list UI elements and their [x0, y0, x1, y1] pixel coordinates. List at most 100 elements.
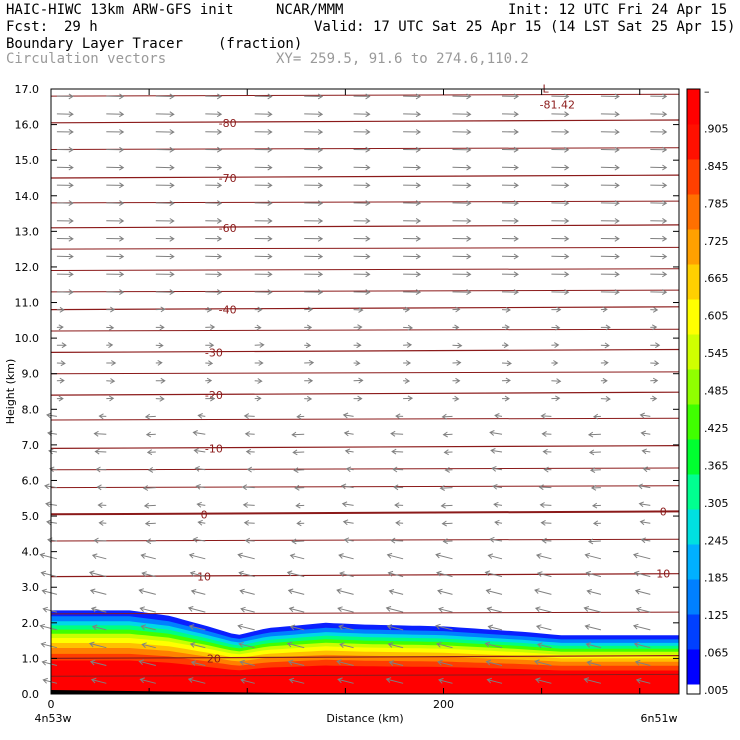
circulation-vector: [391, 448, 404, 455]
plot-frame: [50, 88, 680, 695]
colorbar-label: .665: [704, 272, 729, 285]
circulation-vector: [106, 111, 125, 118]
isotherm-label-8: 10: [197, 571, 211, 584]
colorbar-cell: [687, 369, 700, 405]
circulation-vector: [650, 128, 668, 135]
circulation-vector: [205, 164, 223, 171]
circulation-vector: [304, 289, 324, 296]
y-tick-label: 15.0: [15, 154, 40, 167]
circulation-vector: [638, 501, 651, 508]
circulation-vector: [243, 519, 255, 526]
circulation-vector: [501, 217, 519, 224]
circulation-vector: [193, 448, 206, 454]
circulation-vector: [56, 235, 74, 242]
circulation-vector: [144, 413, 156, 420]
circulation-vector: [452, 218, 472, 224]
circulation-vector: [304, 129, 324, 135]
circulation-vector: [340, 483, 354, 490]
circulation-vector: [205, 146, 223, 153]
circulation-vector: [501, 146, 519, 153]
circulation-vector: [592, 520, 601, 527]
circulation-vector: [106, 235, 125, 242]
circulation-vector: [42, 606, 58, 613]
circulation-vector: [56, 324, 64, 331]
circulation-vector: [587, 431, 601, 438]
colorbar-label: .305: [704, 497, 729, 510]
circulation-vector: [304, 324, 313, 331]
circulation-vector: [56, 128, 74, 135]
circulation-vector: [286, 641, 305, 649]
isotherm-label-6: -10: [205, 442, 223, 455]
circulation-vector: [600, 324, 611, 331]
colorbar-cell: [687, 649, 700, 685]
circulation-vector: [197, 413, 206, 419]
circulation-vector: [254, 146, 273, 153]
isotherm-label-7: 0: [201, 508, 208, 521]
circulation-vector: [155, 235, 175, 242]
circulation-vector: [304, 377, 314, 384]
circulation-vector: [106, 395, 115, 402]
circulation-vector: [583, 677, 602, 684]
circulation-vector: [439, 485, 453, 491]
circulation-vector: [237, 623, 255, 631]
circulation-vector: [39, 623, 58, 631]
y-tick-label: 8.0: [22, 403, 40, 416]
circulation-vector: [390, 537, 404, 544]
circulation-vector: [93, 537, 107, 544]
y-tick-label: 5.0: [22, 510, 40, 523]
circulation-vector: [140, 553, 156, 560]
circulation-vector: [56, 146, 74, 153]
circulation-vector: [304, 111, 324, 118]
xy-label: XY= 259.5, 91.6 to 274.6,110.2: [276, 51, 529, 67]
circulation-vector: [551, 182, 570, 189]
circulation-vector: [452, 306, 461, 313]
circulation-vector: [403, 324, 414, 331]
circulation-vector: [353, 217, 371, 224]
circulation-vector: [90, 606, 107, 613]
circulation-vector: [240, 677, 255, 684]
circulation-vector: [205, 289, 223, 296]
circulation-vector: [353, 306, 364, 313]
circulation-vector: [650, 217, 668, 224]
circulation-vector: [600, 200, 620, 207]
circulation-vector: [650, 306, 659, 313]
circulation-vector: [600, 111, 620, 118]
circulation-vector: [635, 677, 651, 684]
colorbar-label: .005: [704, 684, 729, 697]
circulation-vector: [287, 659, 305, 666]
circulation-vector: [403, 129, 422, 135]
circulation-vector: [353, 111, 371, 118]
circulation-vector: [501, 271, 519, 278]
circulation-vector: [288, 677, 305, 684]
circulation-vector: [106, 324, 115, 331]
circulation-vector: [452, 289, 472, 296]
circulation-vector: [155, 289, 175, 296]
colorbar-label: .785: [704, 197, 729, 210]
circulation-vector: [294, 484, 305, 491]
circulation-vector: [353, 377, 364, 384]
circulation-vector: [452, 111, 472, 118]
circulation-vector: [205, 182, 223, 189]
colorbar-label: .905: [704, 122, 729, 135]
circulation-vector: [205, 200, 223, 207]
circulation-vector: [386, 624, 404, 631]
circulation-vector: [41, 588, 58, 595]
circulation-vector: [403, 217, 422, 224]
circulation-vector: [56, 217, 74, 224]
circulation-vector: [536, 642, 552, 649]
circulation-vector: [106, 378, 116, 384]
circulation-vector: [155, 306, 166, 313]
circulation-vector: [106, 306, 116, 313]
circulation-vector: [141, 571, 156, 578]
circulation-vector: [304, 182, 324, 189]
isotherm-line-extra-8: [50, 417, 680, 421]
isotherm-line-extra-5: [50, 289, 680, 293]
circulation-vector: [435, 623, 453, 631]
circulation-vector: [403, 377, 411, 384]
circulation-vector: [205, 128, 223, 135]
y-tick-label: 0.0: [22, 688, 40, 701]
circulation-vector: [304, 235, 324, 242]
circulation-vector: [586, 589, 602, 595]
circulation-vector: [40, 641, 58, 649]
circulation-vector: [138, 659, 156, 666]
